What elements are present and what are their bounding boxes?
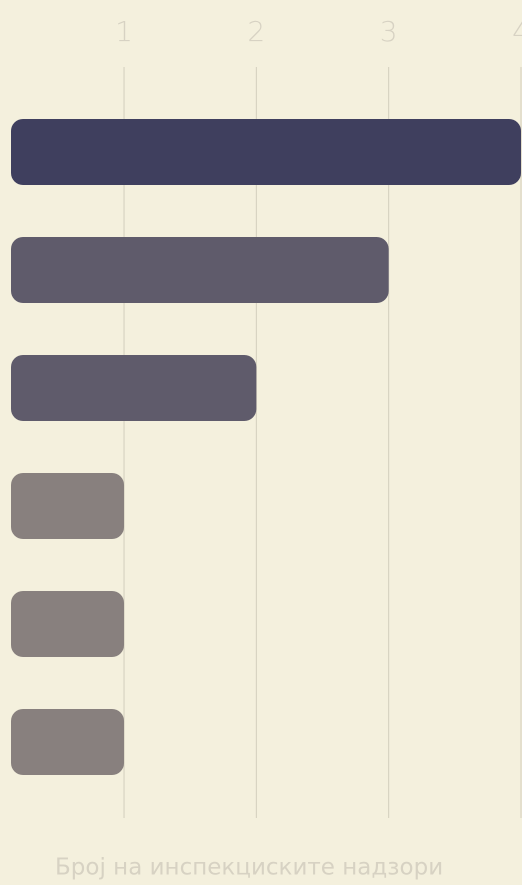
x-tick-label: 1: [115, 15, 133, 48]
x-tick-label: 2: [247, 15, 265, 48]
bar: [11, 709, 125, 775]
x-tick-label: 3: [380, 15, 398, 48]
bar: [11, 591, 125, 657]
x-tick-label: 4: [512, 15, 522, 48]
bar: [11, 473, 125, 539]
x-axis-label: Број на инспекциските надзори: [55, 855, 443, 881]
bar: [11, 119, 521, 185]
bar: [11, 355, 257, 421]
bar: [11, 237, 389, 303]
